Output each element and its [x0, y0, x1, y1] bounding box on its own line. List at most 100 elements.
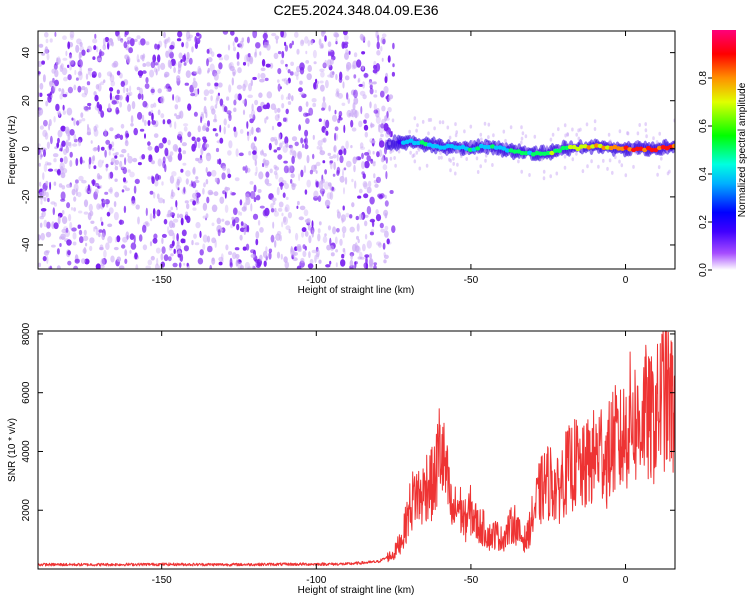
noise-speckle: [233, 107, 237, 113]
noise-speckle: [360, 106, 363, 115]
noise-speckle: [235, 260, 238, 267]
signal-scatter: [608, 140, 611, 145]
noise-speckle: [181, 42, 185, 48]
noise-speckle: [232, 252, 237, 260]
noise-speckle: [165, 38, 169, 42]
noise-speckle: [147, 141, 151, 146]
noise-speckle: [152, 214, 156, 219]
noise-speckle: [183, 238, 186, 244]
noise-speckle: [68, 141, 72, 148]
noise-speckle: [154, 173, 160, 182]
noise-speckle: [100, 264, 105, 269]
noise-speckle: [100, 81, 105, 85]
signal-scatter: [525, 146, 528, 151]
noise-speckle: [364, 220, 368, 227]
noise-speckle: [317, 195, 322, 202]
noise-speckle: [87, 102, 92, 107]
noise-speckle: [351, 64, 356, 70]
signal-scatter: [636, 131, 640, 136]
noise-speckle: [200, 147, 204, 156]
y-tick-label: 8000: [21, 322, 32, 345]
noise-speckle: [272, 221, 275, 229]
noise-speckle: [263, 260, 267, 267]
noise-speckle: [229, 65, 235, 71]
noise-speckle: [116, 89, 120, 95]
noise-speckle: [63, 156, 68, 165]
noise-speckle: [163, 31, 166, 39]
noise-speckle: [113, 246, 119, 251]
noise-speckle: [156, 193, 160, 200]
noise-speckle: [250, 249, 256, 254]
noise-speckle: [71, 188, 76, 196]
noise-speckle: [92, 179, 95, 187]
noise-speckle: [72, 232, 77, 240]
noise-speckle: [352, 156, 357, 165]
noise-speckle: [163, 254, 169, 262]
noise-speckle: [54, 202, 57, 207]
noise-speckle: [46, 255, 49, 264]
noise-speckle: [385, 171, 388, 180]
signal-scatter: [635, 140, 639, 144]
noise-speckle: [224, 187, 231, 191]
noise-speckle: [217, 92, 220, 97]
noise-speckle: [294, 31, 299, 38]
signal-scatter: [438, 120, 442, 125]
noise-speckle: [39, 151, 43, 160]
noise-speckle: [89, 210, 94, 217]
noise-speckle: [324, 199, 331, 207]
colorbar-scale: [712, 30, 736, 270]
signal-scatter: [520, 169, 523, 174]
noise-speckle: [186, 51, 190, 60]
noise-speckle: [202, 215, 207, 219]
noise-speckle: [145, 222, 150, 227]
spectrogram-frame: [37, 30, 676, 270]
noise-speckle: [276, 230, 282, 236]
noise-speckle: [313, 82, 318, 90]
noise-speckle: [258, 171, 264, 180]
noise-speckle: [119, 160, 123, 168]
noise-speckle: [90, 140, 93, 144]
noise-speckle: [151, 120, 156, 125]
noise-speckle: [40, 212, 44, 218]
noise-speckle: [74, 69, 77, 76]
noise-speckle: [147, 120, 151, 126]
noise-speckle: [291, 155, 295, 165]
noise-speckle: [277, 113, 280, 119]
noise-speckle: [241, 206, 247, 212]
signal-scatter: [644, 128, 648, 133]
noise-speckle: [78, 60, 82, 66]
noise-speckle: [191, 240, 194, 246]
noise-speckle: [109, 92, 112, 101]
noise-speckle: [259, 227, 264, 233]
noise-speckle: [152, 54, 157, 63]
noise-speckle: [333, 31, 339, 38]
noise-speckle: [362, 94, 367, 100]
y-tick-label: -40: [21, 237, 32, 252]
x-tick-label: -100: [306, 575, 326, 586]
noise-speckle: [274, 35, 280, 40]
signal-scatter: [624, 173, 628, 178]
noise-speckle: [260, 67, 266, 72]
noise-speckle: [58, 87, 62, 92]
noise-speckle: [230, 223, 234, 229]
signal-scatter: [668, 169, 671, 174]
noise-speckle: [124, 187, 130, 192]
noise-speckle: [366, 155, 372, 162]
signal-core: [512, 149, 518, 154]
signal-core: [412, 140, 418, 146]
noise-speckle: [191, 181, 197, 189]
noise-speckle: [370, 160, 376, 164]
noise-speckle: [205, 111, 208, 119]
noise-speckle: [114, 178, 118, 182]
noise-speckle: [123, 185, 127, 189]
noise-speckle: [247, 62, 250, 67]
noise-speckle: [65, 139, 69, 148]
y-tick-label: 4000: [21, 440, 32, 463]
noise-speckle: [313, 61, 317, 65]
noise-speckle: [283, 256, 288, 263]
noise-speckle: [45, 180, 49, 186]
noise-speckle: [42, 256, 47, 262]
noise-speckle: [42, 129, 48, 137]
noise-speckle: [239, 40, 244, 49]
signal-scatter: [448, 157, 451, 162]
